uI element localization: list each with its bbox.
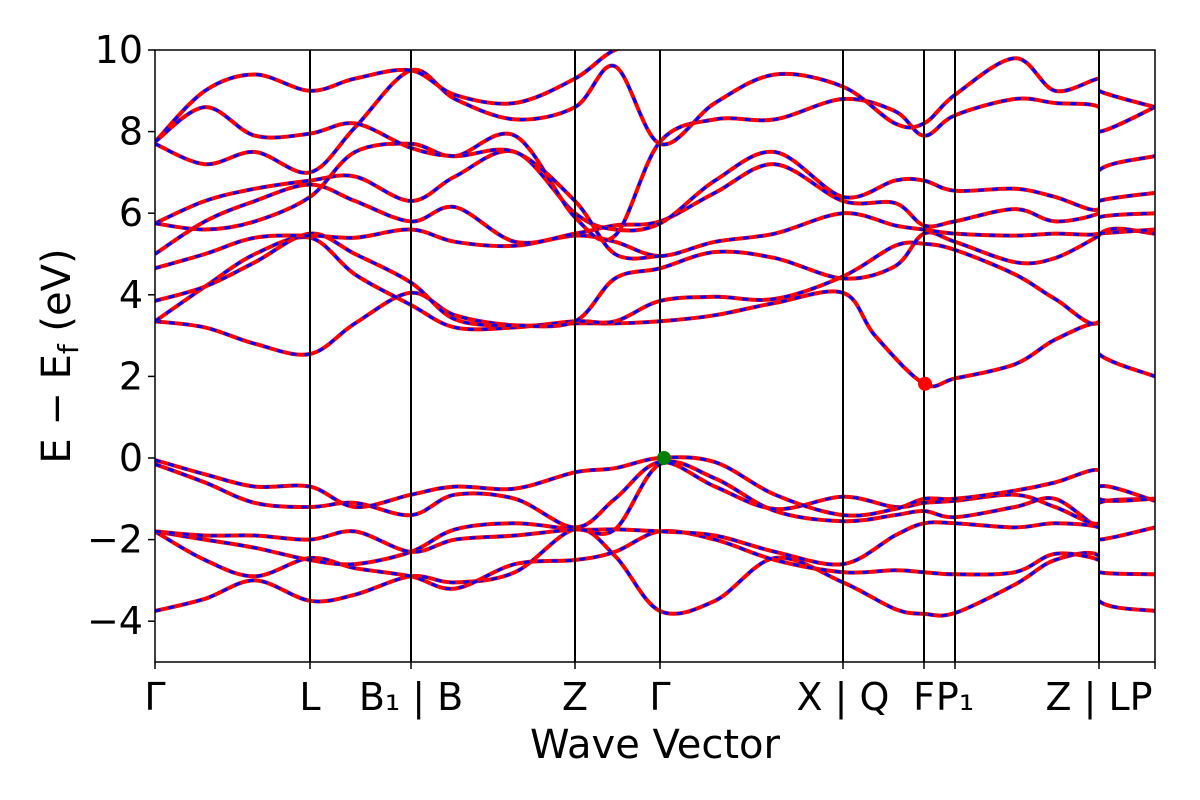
band-9-blue [155,211,1155,270]
band-1-blue [155,529,1155,591]
band-7-blue [155,227,1155,331]
y-tick-label: −2 [87,518,143,562]
band-11-blue [155,149,1155,232]
y-tick-label: 4 [119,273,143,317]
band-12-blue [155,97,1155,242]
x-axis-ticks: Γ L B₁ | B Z Γ X | Q F P₁ Z | LP [144,662,1156,720]
x-tick-label: X | Q [797,675,890,720]
plot-frame [154,49,1156,663]
x-tick-label: Γ [144,675,165,719]
band-6-red [155,289,1155,389]
band-2-blue [155,520,1155,567]
band-14-blue [155,50,620,143]
y-axis-ticks: −4 −2 0 2 4 6 8 10 [87,28,155,643]
y-tick-label: 10 [95,28,143,72]
y-axis-title-base: E − E [34,354,80,464]
y-tick-label: 6 [119,191,143,235]
band-5-blue [155,455,1155,518]
band-12-red [155,96,1155,243]
y-axis-title-subscript: f [52,343,85,354]
band-8-blue [155,228,1155,328]
band-7-red [155,226,1155,332]
band-4-red [155,460,1155,530]
x-tick-label: P₁ [936,675,974,719]
band-13-blue [155,56,1155,175]
y-tick-label: 8 [119,110,143,154]
x-tick-label: B₁ | B [359,675,463,720]
band-4-blue [155,460,1155,529]
y-axis-title: E − Ef (eV) [34,248,85,463]
band-6-blue [155,289,1155,388]
vbm-marker [657,451,671,465]
y-tick-label: 0 [119,436,143,480]
x-tick-label: Z | LP [1045,675,1152,720]
x-tick-label: Γ [649,675,670,719]
markers-layer [657,376,932,465]
band-13-red [155,56,1155,175]
x-tick-label: F [913,675,935,719]
band-11-red [155,148,1155,233]
band-8-red [155,227,1155,329]
cbm-marker [918,376,932,391]
band-2-red [155,520,1155,567]
band-0-blue [155,527,1155,618]
band-14-red [155,50,621,144]
y-tick-label: −4 [87,599,143,643]
band-10-blue [155,162,1155,256]
x-tick-label: Z [562,675,588,719]
bands-layer [155,50,1155,618]
y-tick-label: 2 [119,354,143,398]
x-tick-label: L [299,675,320,719]
x-axis-title: Wave Vector [530,722,781,768]
y-axis-title-unit: (eV) [34,248,80,344]
band-10-red [155,162,1155,256]
kpoint-lines [309,50,1100,662]
